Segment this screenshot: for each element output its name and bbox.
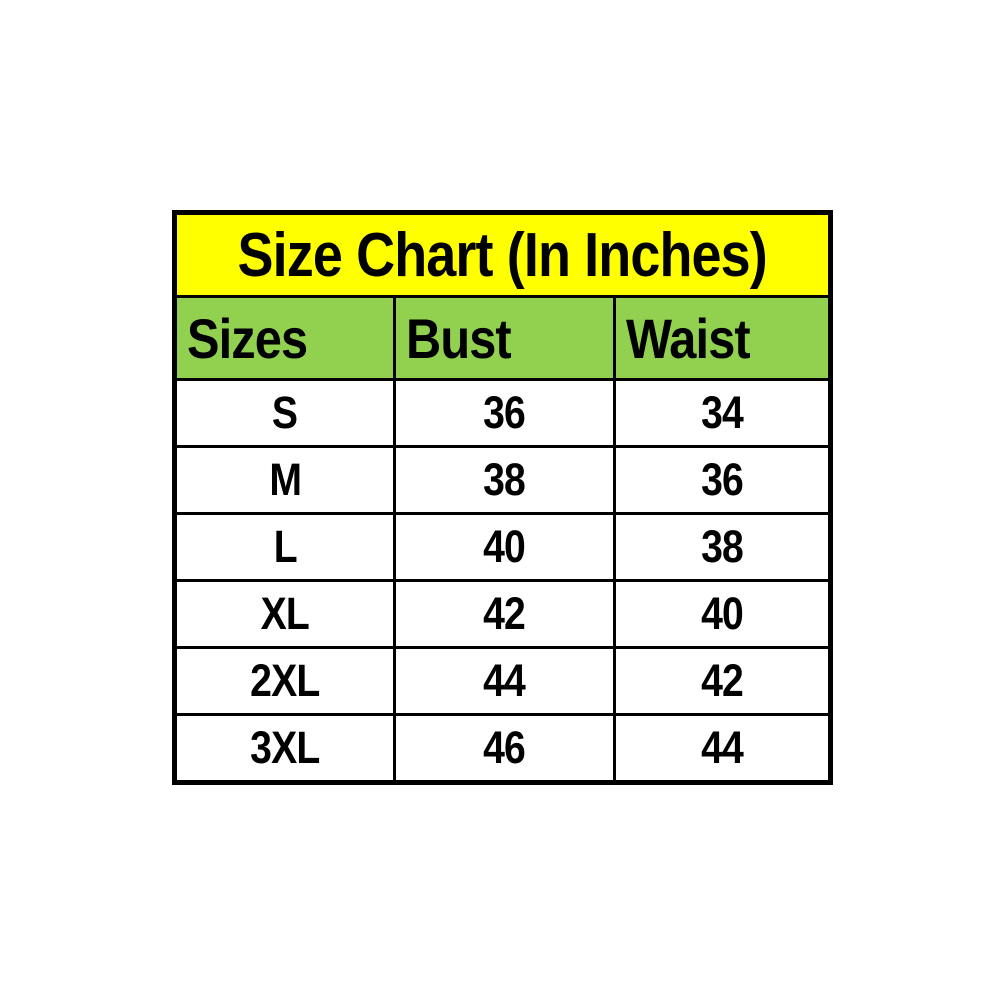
cell-bust: 40: [393, 512, 616, 582]
size-value: M: [269, 454, 302, 505]
table-row-l: L 40 38: [173, 512, 833, 582]
table-row-m: M 38 36: [173, 445, 833, 515]
waist-value: 36: [701, 454, 744, 505]
cell-waist: 36: [612, 445, 833, 515]
cell-size: XL: [173, 579, 396, 649]
cell-size: L: [173, 512, 396, 582]
size-value: 3XL: [250, 722, 320, 773]
column-header-bust-label: Bust: [406, 306, 512, 370]
table-row-3xl: 3XL 46 44: [173, 713, 833, 784]
cell-size: 2XL: [173, 646, 396, 716]
cell-waist: 42: [612, 646, 833, 716]
cell-bust: 36: [393, 378, 616, 448]
table-row-s: S 36 34: [173, 378, 833, 448]
waist-value: 38: [701, 521, 744, 572]
cell-waist: 38: [612, 512, 833, 582]
table-row-2xl: 2XL 44 42: [173, 646, 833, 716]
bust-value: 40: [483, 521, 527, 572]
cell-bust: 42: [393, 579, 616, 649]
table-title: Size Chart (In Inches): [237, 220, 768, 290]
table-row-xl: XL 42 40: [173, 579, 833, 649]
bust-value: 42: [483, 588, 527, 639]
bust-value: 44: [483, 655, 527, 706]
title-row: Size Chart (In Inches): [172, 211, 833, 298]
cell-size: S: [173, 378, 396, 448]
column-header-waist: Waist: [612, 295, 833, 381]
waist-value: 40: [701, 588, 744, 639]
column-header-sizes: Sizes: [173, 295, 396, 381]
size-chart-table: Size Chart (In Inches) Sizes Bust Waist …: [172, 210, 834, 785]
size-value: S: [272, 387, 298, 438]
column-header-sizes-label: Sizes: [187, 306, 308, 370]
size-value: 2XL: [250, 655, 320, 706]
cell-waist: 44: [612, 713, 833, 784]
cell-size: 3XL: [173, 713, 396, 784]
size-value: XL: [260, 588, 310, 639]
bust-value: 46: [483, 722, 527, 773]
waist-value: 34: [701, 387, 744, 438]
column-header-bust: Bust: [393, 295, 616, 381]
waist-value: 42: [701, 655, 744, 706]
size-value: L: [273, 521, 297, 572]
cell-waist: 34: [612, 378, 833, 448]
bust-value: 36: [483, 387, 527, 438]
cell-bust: 38: [393, 445, 616, 515]
cell-bust: 46: [393, 713, 616, 784]
waist-value: 44: [701, 722, 744, 773]
header-row: Sizes Bust Waist: [173, 295, 833, 381]
cell-waist: 40: [612, 579, 833, 649]
bust-value: 38: [483, 454, 527, 505]
column-header-waist-label: Waist: [626, 306, 751, 370]
cell-size: M: [173, 445, 396, 515]
table-title-cell: Size Chart (In Inches): [172, 211, 833, 298]
cell-bust: 44: [393, 646, 616, 716]
